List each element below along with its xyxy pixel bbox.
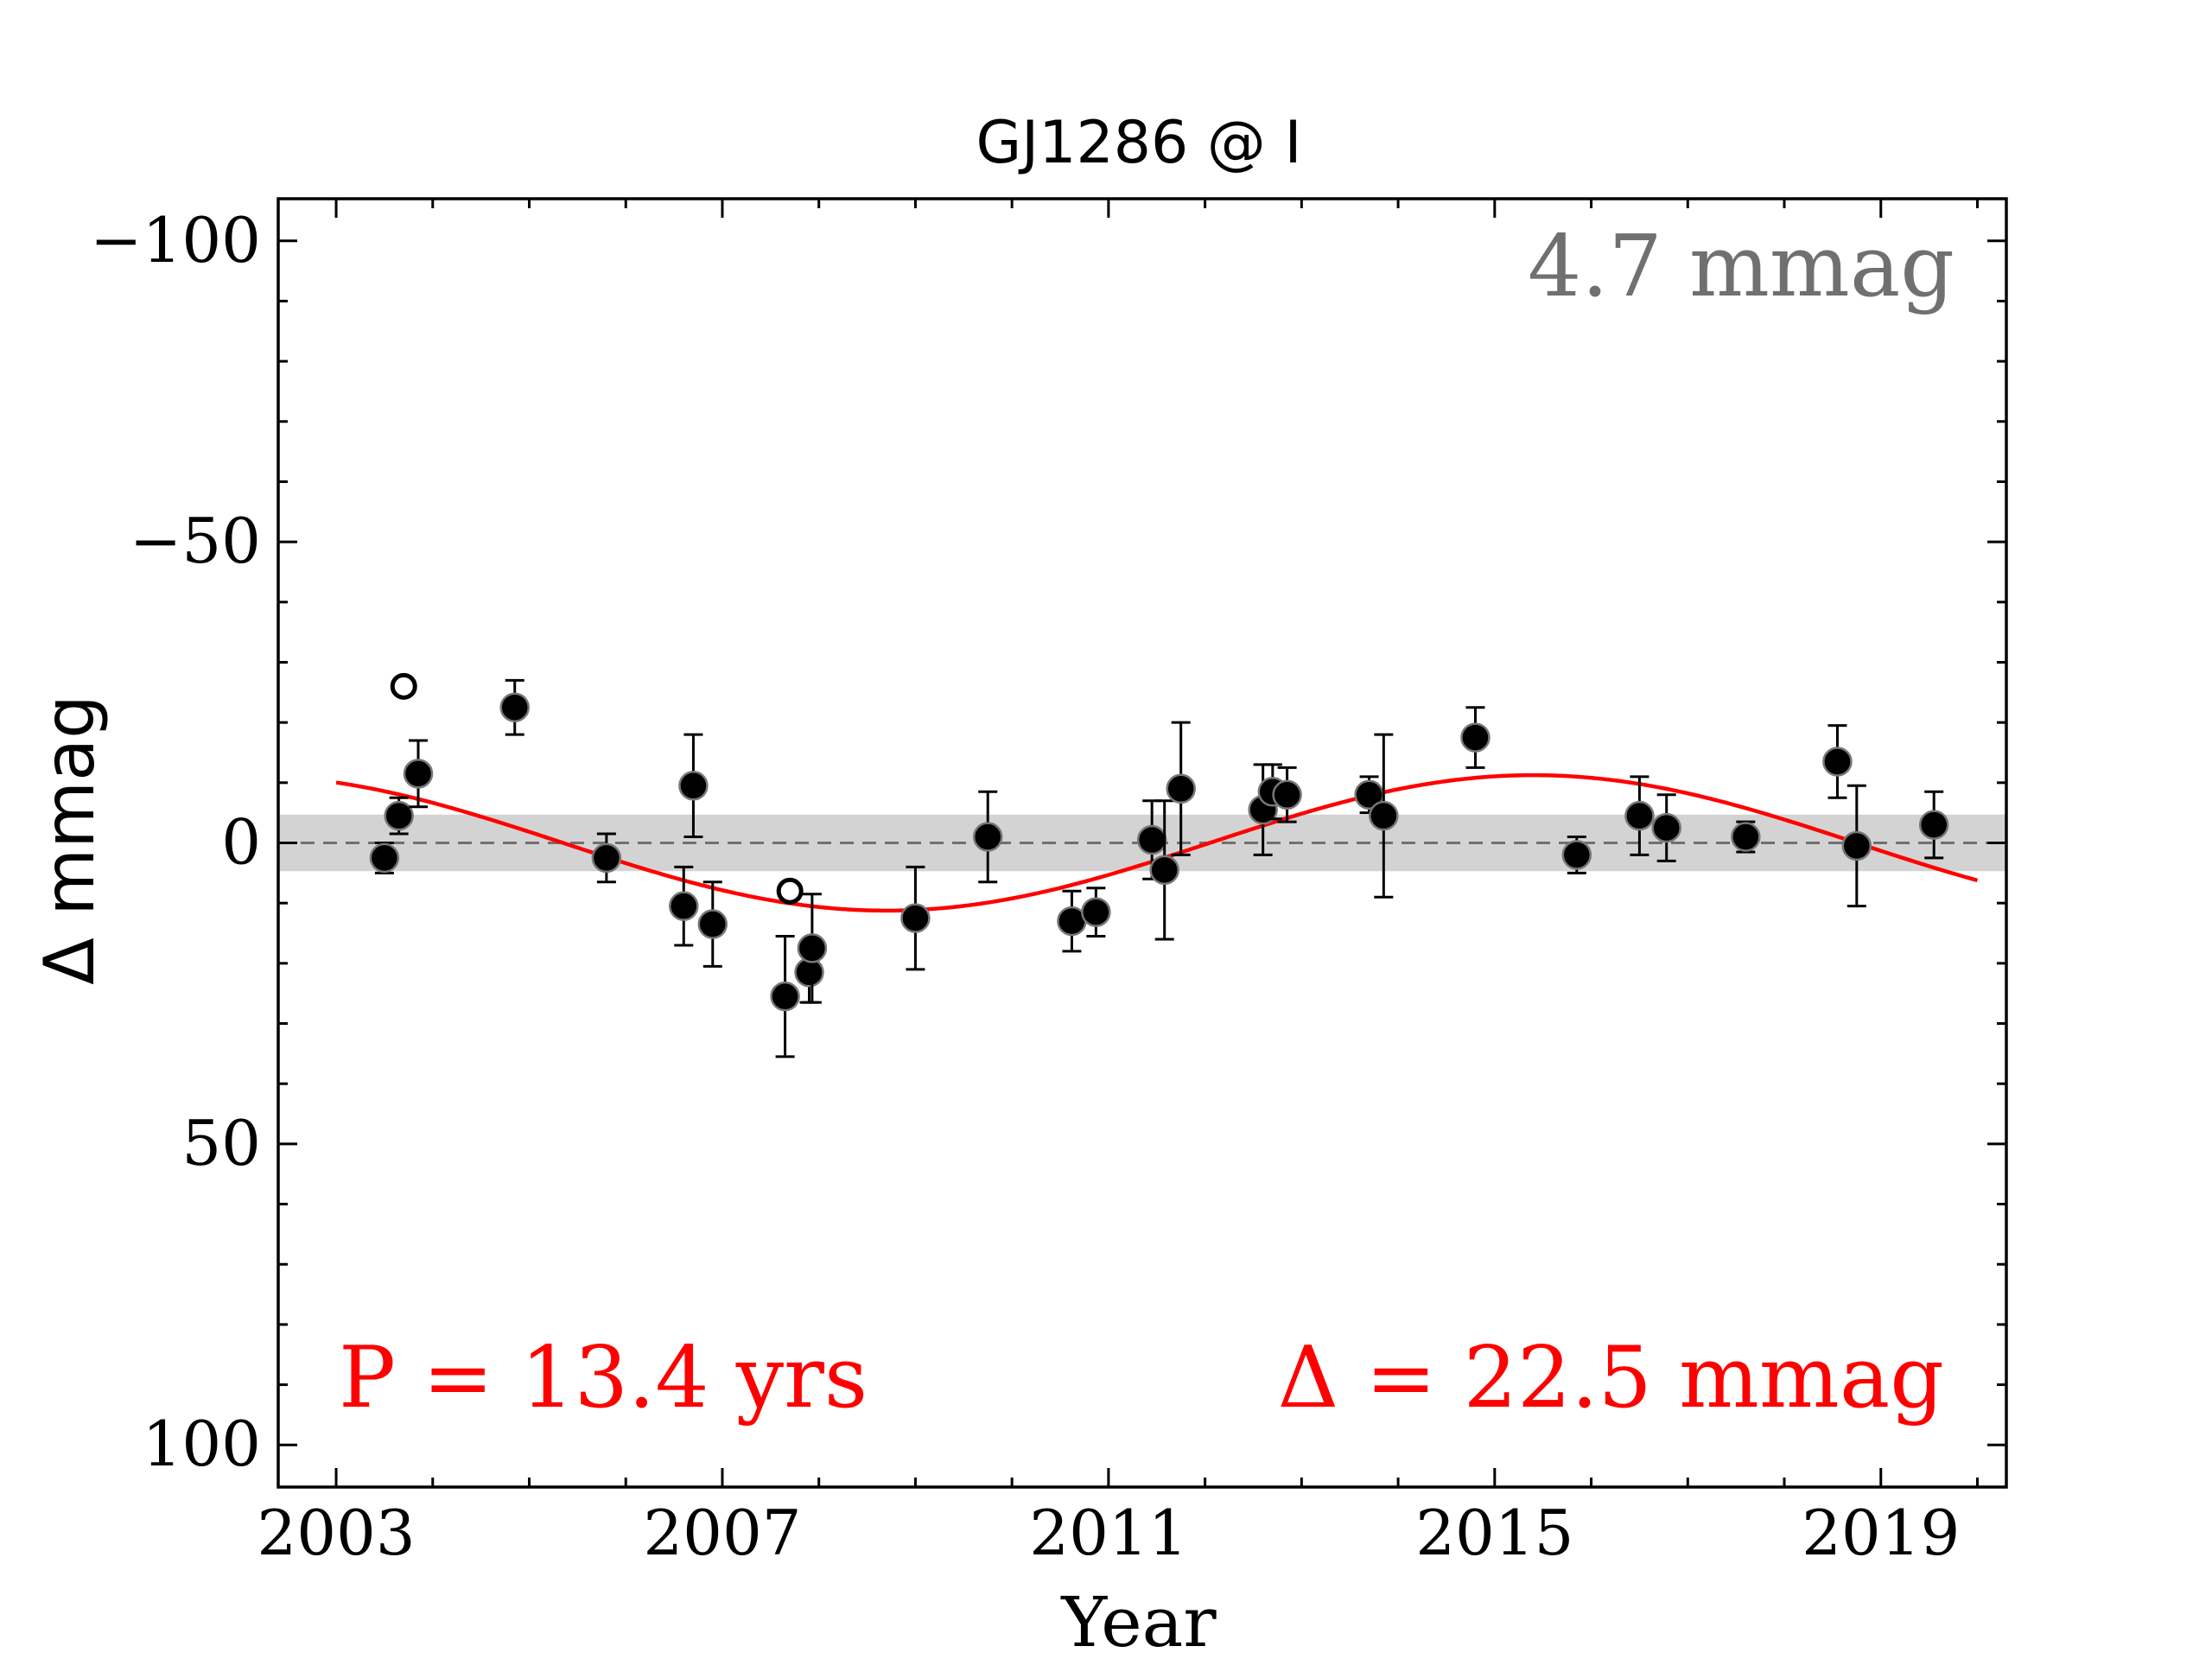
data-point <box>669 891 699 921</box>
x-tick-label: 2015 <box>1415 1497 1573 1569</box>
period-annotation: P = 13.4 yrs <box>339 1329 868 1427</box>
data-point <box>591 842 622 874</box>
y-tick-label: 0 <box>221 806 261 879</box>
open-point <box>776 877 804 905</box>
data-point <box>1272 779 1302 810</box>
y-tick-label: 50 <box>181 1107 261 1179</box>
plot-area: 2003 2007 2011 2015 2019 −100 −50 0 50 100 <box>90 197 2008 1569</box>
data-point <box>1624 800 1655 831</box>
data-point <box>1460 722 1491 753</box>
data-point <box>499 692 530 722</box>
chart-title: GJ1286 @ I <box>976 109 1301 177</box>
x-axis-label: Year <box>1060 1582 1217 1659</box>
data-point <box>900 903 931 933</box>
data-point <box>403 759 434 789</box>
data-point <box>1841 830 1872 861</box>
data-point <box>697 909 728 939</box>
data-point <box>1731 822 1761 852</box>
data-point <box>1918 810 1949 840</box>
y-tick-label: 100 <box>143 1408 261 1480</box>
data-point <box>1561 840 1592 870</box>
x-tick-label: 2019 <box>1802 1497 1960 1569</box>
data-point <box>1369 800 1399 831</box>
data-point <box>1081 897 1111 927</box>
x-tick-label: 2003 <box>257 1497 415 1569</box>
data-point <box>1822 747 1853 777</box>
data-point <box>972 822 1003 852</box>
open-point <box>390 672 417 700</box>
data-point <box>1166 773 1196 804</box>
data-point <box>797 933 828 963</box>
y-tick-label: −100 <box>90 204 261 276</box>
data-point <box>770 981 800 1012</box>
data-point <box>678 771 709 801</box>
amplitude-annotation: Δ = 22.5 mmag <box>1277 1329 1944 1427</box>
y-tick-label: −50 <box>130 505 261 577</box>
data-point <box>1149 855 1179 886</box>
data-point <box>1136 824 1167 855</box>
scatter-annotation: 4.7 mmag <box>1528 218 1955 316</box>
y-axis-label: Δ mmag <box>29 695 110 985</box>
x-tick-label: 2007 <box>643 1497 801 1569</box>
data-point <box>369 842 400 874</box>
x-tick-label: 2011 <box>1029 1497 1187 1569</box>
data-point <box>1651 812 1681 843</box>
data-point <box>384 800 414 831</box>
